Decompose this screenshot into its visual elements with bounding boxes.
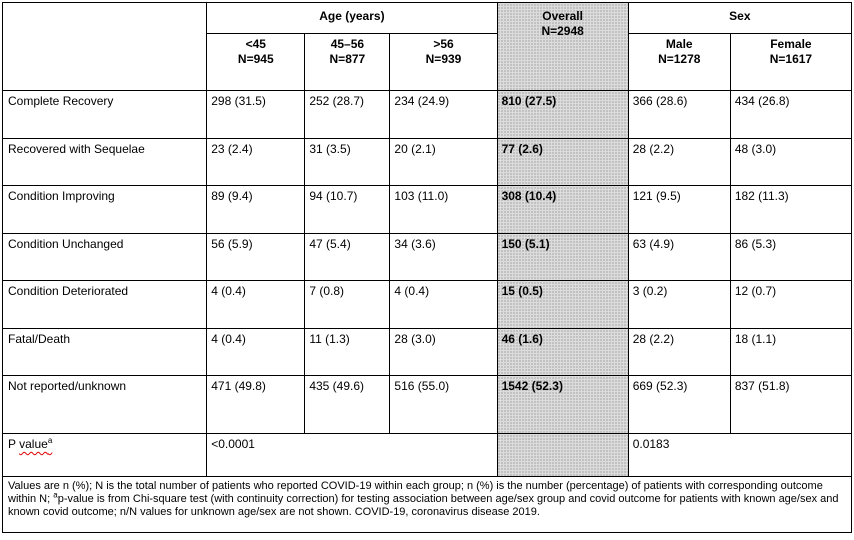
- overall-data-cell: 77 (2.6): [496, 138, 629, 186]
- row-label: Fatal/Death: [1, 328, 208, 376]
- data-cell: 34 (3.6): [389, 233, 498, 281]
- data-cell: 63 (4.9): [627, 233, 731, 281]
- table-row: Not reported/unknown 471 (49.8) 435 (49.…: [1, 375, 853, 434]
- data-cell: 298 (31.5): [206, 90, 306, 139]
- table-row: Condition Deteriorated 4 (0.4) 7 (0.8) 4…: [1, 280, 853, 329]
- data-cell: 28 (2.2): [627, 328, 731, 376]
- data-cell: 4 (0.4): [206, 280, 306, 329]
- p-value-label: P valuea: [1, 433, 208, 477]
- data-cell: 837 (51.8): [729, 375, 853, 434]
- data-cell: 47 (5.4): [304, 233, 391, 281]
- data-cell: 103 (11.0): [389, 185, 498, 234]
- data-cell: 20 (2.1): [389, 138, 498, 186]
- data-cell: 11 (1.3): [304, 328, 391, 376]
- data-cell: 435 (49.6): [304, 375, 391, 434]
- data-cell: 94 (10.7): [304, 185, 391, 234]
- table-row: Condition Improving 89 (9.4) 94 (10.7) 1…: [1, 185, 853, 234]
- data-cell: 12 (0.7): [729, 280, 853, 329]
- data-cell: 366 (28.6): [627, 90, 731, 139]
- sex-p-value-cell: 0.0183: [627, 433, 853, 477]
- footnote-marker: a: [53, 490, 58, 500]
- overall-data-cell: 15 (0.5): [496, 280, 629, 329]
- data-cell: 86 (5.3): [729, 233, 853, 281]
- p-value-row: P valuea <0.0001 0.0183: [1, 433, 853, 477]
- data-cell: 4 (0.4): [389, 280, 498, 329]
- table-row: Recovered with Sequelae 23 (2.4) 31 (3.5…: [1, 138, 853, 186]
- table-row: Fatal/Death 4 (0.4) 11 (1.3) 28 (3.0) 46…: [1, 328, 853, 376]
- column-header-age-45-56: 45–56 N=877: [304, 33, 391, 91]
- age-group-header: Age (years): [206, 2, 498, 34]
- data-cell: 234 (24.9): [389, 90, 498, 139]
- data-cell: 31 (3.5): [304, 138, 391, 186]
- row-label: Condition Improving: [1, 185, 208, 234]
- corner-empty-cell: [1, 2, 208, 91]
- data-cell: 3 (0.2): [627, 280, 731, 329]
- data-cell: 669 (52.3): [627, 375, 731, 434]
- row-label: Condition Deteriorated: [1, 280, 208, 329]
- data-cell: 7 (0.8): [304, 280, 391, 329]
- footnote-marker: a: [47, 436, 53, 445]
- table-row: Condition Unchanged 56 (5.9) 47 (5.4) 34…: [1, 233, 853, 281]
- table-footnote: Values are n (%); N is the total number …: [2, 476, 852, 533]
- sex-group-header: Sex: [627, 2, 853, 34]
- row-label: Not reported/unknown: [1, 375, 208, 434]
- column-header-male: Male N=1278: [627, 33, 731, 91]
- data-cell: 4 (0.4): [206, 328, 306, 376]
- column-header-age-lt45: <45 N=945: [206, 33, 306, 91]
- row-label: Recovered with Sequelae: [1, 138, 208, 186]
- data-cell: 252 (28.7): [304, 90, 391, 139]
- data-cell: 516 (55.0): [389, 375, 498, 434]
- data-cell: 471 (49.8): [206, 375, 306, 434]
- row-label: Complete Recovery: [1, 90, 208, 139]
- header-subrow: <45 N=945 45–56 N=877 >56 N=939 Male N=1…: [3, 33, 853, 91]
- spellcheck-underlined-word: valuea: [19, 436, 53, 452]
- data-cell: 89 (9.4): [206, 185, 306, 234]
- column-header-female: Female N=1617: [729, 33, 853, 91]
- data-cell: 18 (1.1): [729, 328, 853, 376]
- overall-data-cell: 1542 (52.3): [496, 375, 629, 434]
- footnote-row: Values are n (%); N is the total number …: [2, 476, 852, 533]
- row-label: Condition Unchanged: [1, 233, 208, 281]
- overall-p-value-cell: [496, 433, 629, 477]
- overall-data-cell: 308 (10.4): [496, 185, 629, 234]
- table-row: Complete Recovery 298 (31.5) 252 (28.7) …: [1, 90, 853, 139]
- data-cell: 23 (2.4): [206, 138, 306, 186]
- overall-data-cell: 810 (27.5): [496, 90, 629, 139]
- overall-data-cell: 150 (5.1): [496, 233, 629, 281]
- age-p-value-cell: <0.0001: [206, 433, 498, 477]
- data-cell: 56 (5.9): [206, 233, 306, 281]
- column-header-age-gt56: >56 N=939: [389, 33, 498, 91]
- data-cell: 121 (9.5): [627, 185, 731, 234]
- overall-label: Overall: [542, 9, 583, 23]
- header-group-row: Age (years) Overall N=2948 Sex: [1, 2, 853, 91]
- data-cell: 28 (2.2): [627, 138, 731, 186]
- data-cell: 434 (26.8): [729, 90, 853, 139]
- overall-column-header: Overall N=2948: [496, 2, 629, 91]
- data-cell: 182 (11.3): [729, 185, 853, 234]
- data-cell: 48 (3.0): [729, 138, 853, 186]
- overall-data-cell: 46 (1.6): [496, 328, 629, 376]
- data-cell: 28 (3.0): [389, 328, 498, 376]
- overall-n: N=2948: [541, 24, 584, 38]
